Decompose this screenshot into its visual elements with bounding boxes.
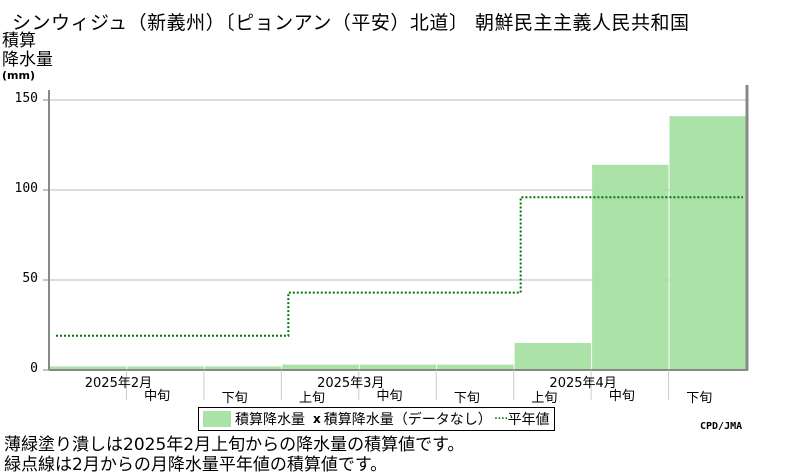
legend-bar-label: 積算降水量 (235, 412, 305, 428)
bar-8 (669, 116, 746, 370)
x-tick-label-6: 上旬 (531, 391, 558, 406)
x-tick-label-1: 中旬 (144, 389, 171, 404)
y-axis-label-line1: 積算 (2, 31, 36, 51)
month-label-0: 2025年2月 (84, 376, 153, 391)
legend-normal-swatch: ···· (493, 411, 509, 427)
note-line-2: 緑点線は2月からの月降水量平年値の積算値です。 (4, 455, 388, 475)
chart-title: シンウィジュ（新義州）〔ピョンアン（平安）北道〕 朝鮮民主主義人民共和国 (12, 12, 690, 34)
month-label-1: 2025年3月 (317, 376, 385, 391)
y-axis-label: 積算 降水量 (mm) (2, 32, 53, 82)
y-axis-label-line2: 降水量 (2, 50, 53, 70)
legend: 積算降水量 x 積算降水量（データなし） ···· 平年値 (198, 407, 555, 431)
legend-bar-swatch (203, 411, 231, 427)
bar-5 (437, 364, 514, 370)
bar-4 (359, 364, 437, 370)
bar-6 (514, 343, 592, 370)
bar-7 (592, 164, 669, 370)
y-tick-label-50: 50 (22, 271, 38, 286)
legend-nodata-label: 積算降水量（データなし） (323, 412, 492, 428)
x-tick-label-8: 下旬 (686, 391, 713, 406)
bar-2 (204, 366, 282, 370)
y-tick-label-100: 100 (14, 181, 38, 196)
x-tick-label-5: 下旬 (453, 391, 480, 406)
x-tick-label-3: 上旬 (299, 391, 326, 406)
source-credit: CPD/JMA (700, 421, 743, 432)
bar-1 (127, 366, 204, 370)
month-label-2: 2025年4月 (549, 376, 617, 391)
legend-normal-label: 平年値 (507, 412, 550, 428)
y-axis-unit: (mm) (2, 69, 35, 82)
legend-nodata-mark: x (313, 412, 321, 426)
bar-0 (50, 366, 127, 370)
bar-3 (282, 364, 359, 370)
note-line-1: 薄緑塗り潰しは2025年2月上旬からの降水量の積算値です。 (4, 435, 465, 455)
y-tick-label-0: 0 (30, 361, 38, 376)
y-tick-label-150: 150 (14, 91, 38, 106)
normal-step-line (56, 196, 743, 337)
x-tick-label-4: 中旬 (376, 389, 403, 404)
x-tick-label-2: 下旬 (221, 391, 248, 406)
x-tick-label-7: 中旬 (608, 389, 635, 404)
